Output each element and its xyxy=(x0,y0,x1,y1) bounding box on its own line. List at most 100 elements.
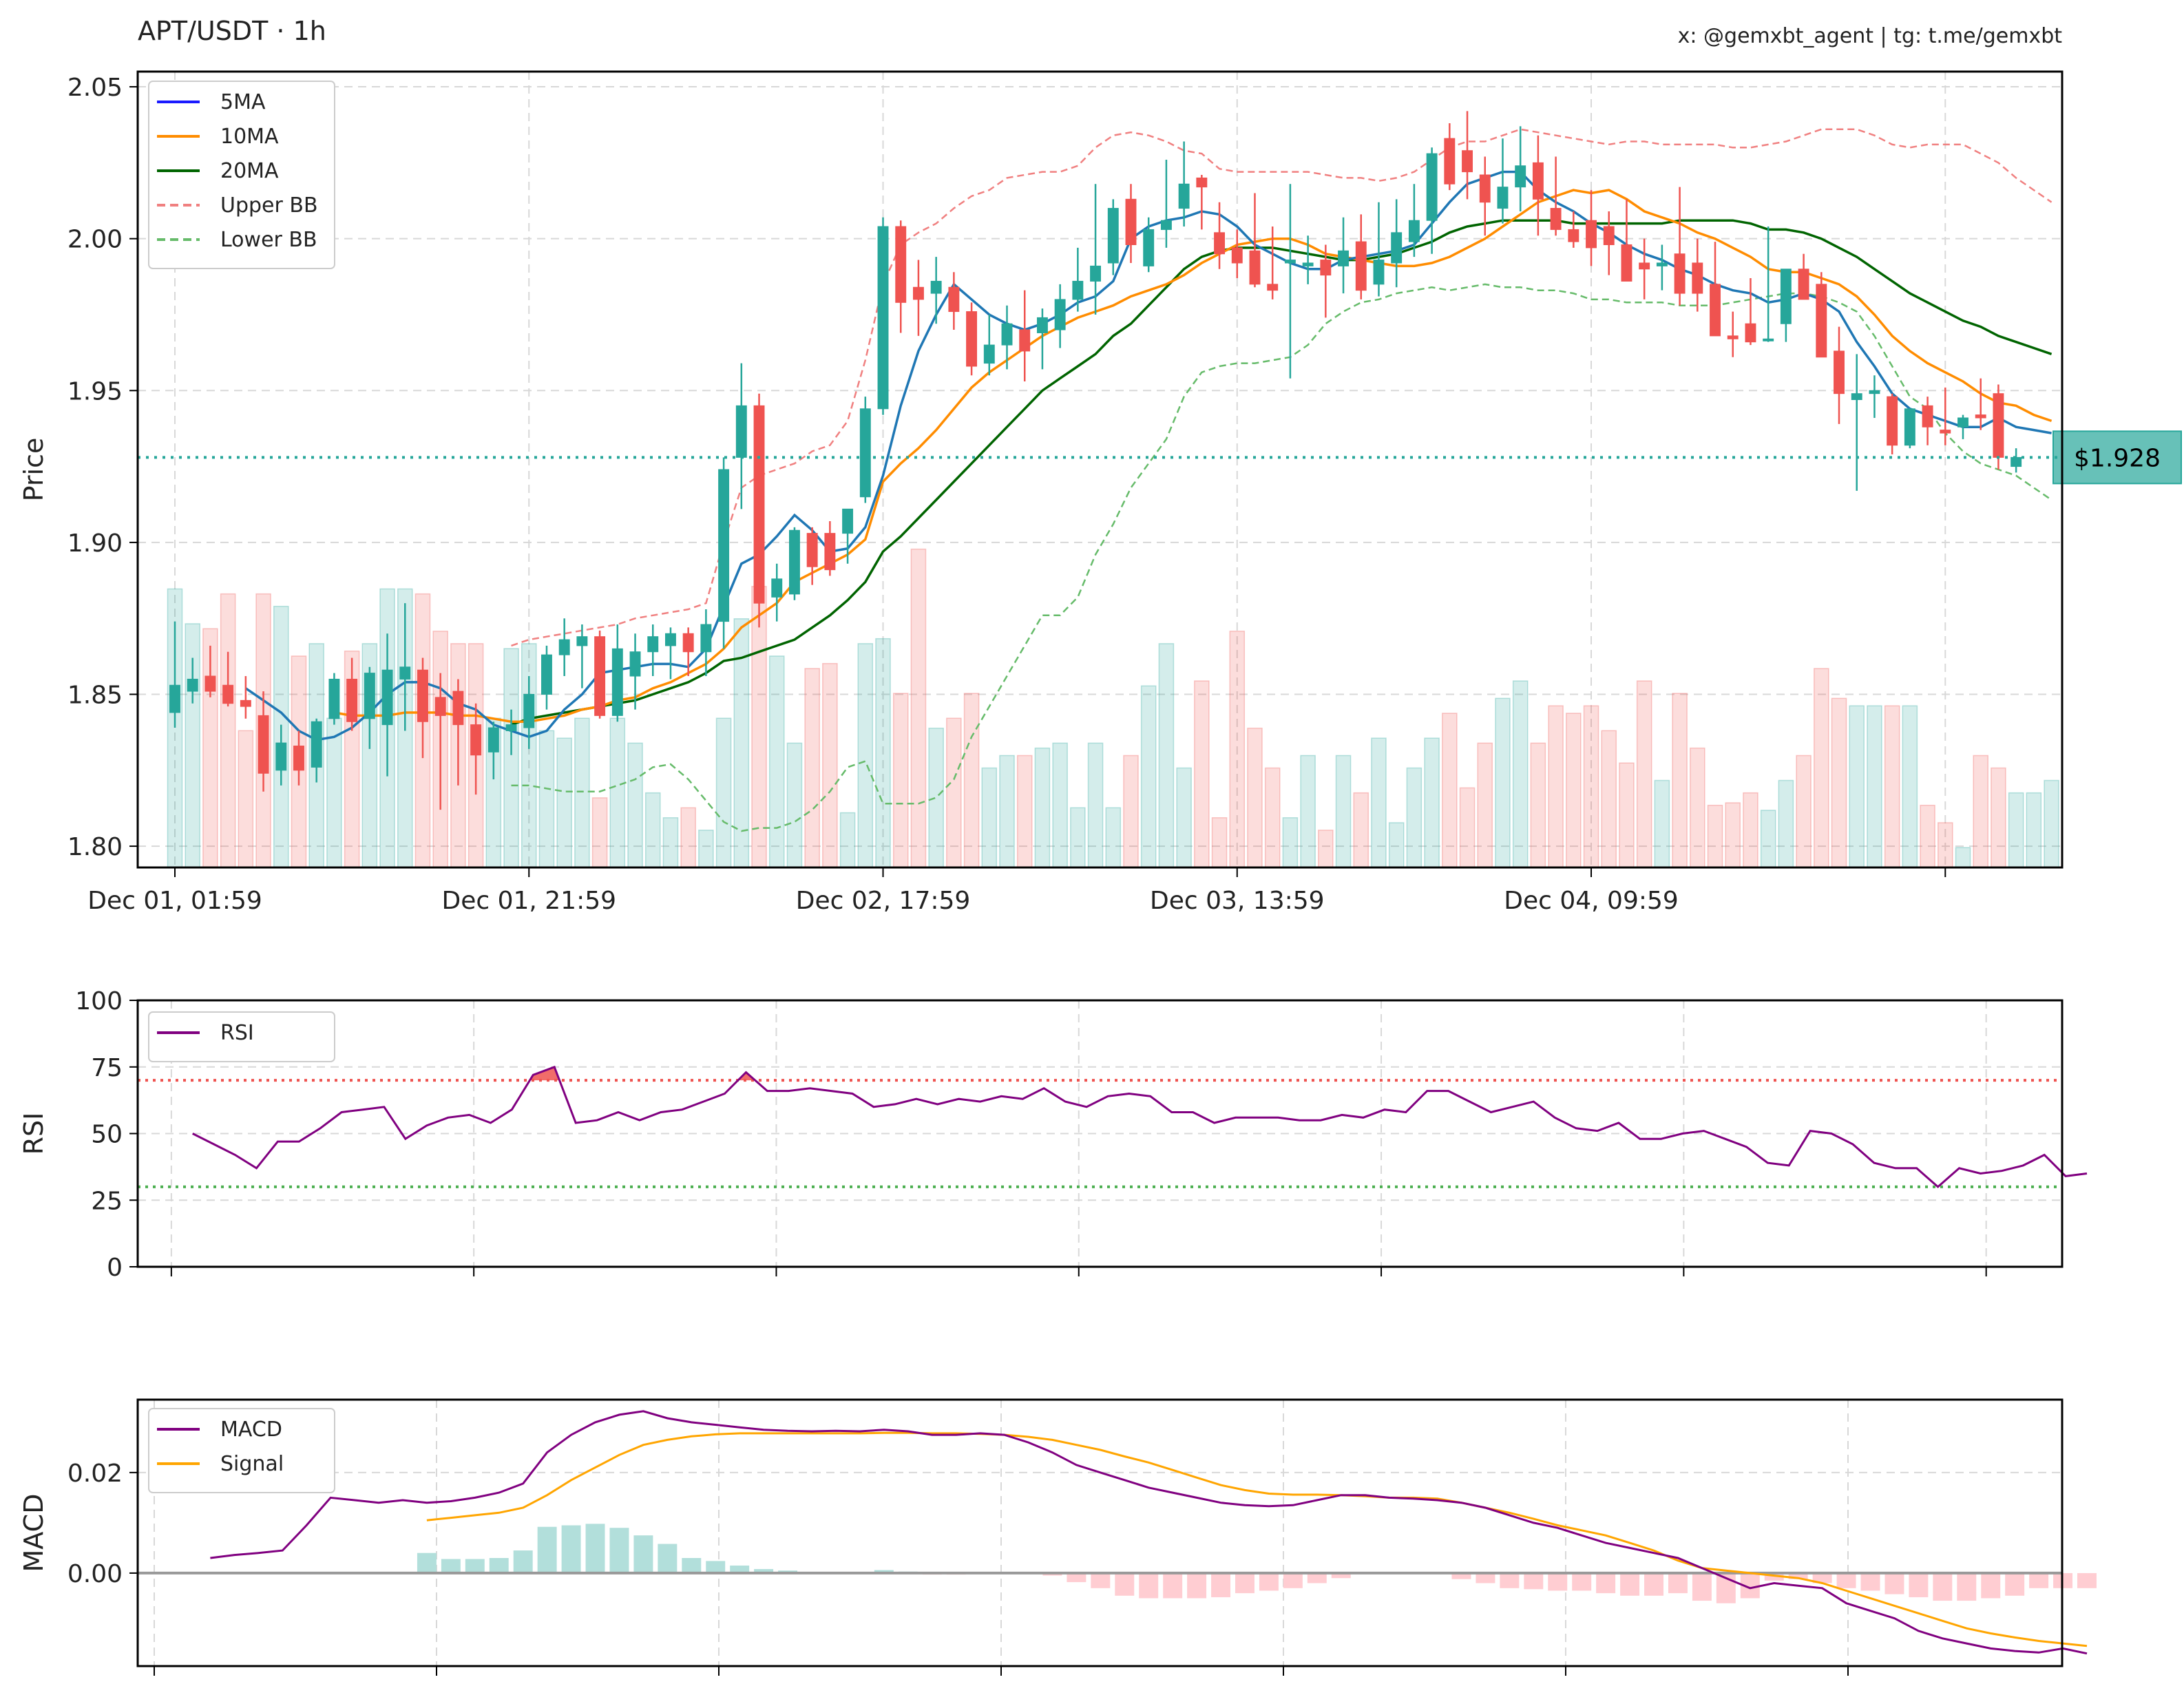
volume-bar xyxy=(1636,680,1652,868)
candle-body xyxy=(1072,280,1084,300)
volume-bar xyxy=(1424,737,1440,868)
candle-body xyxy=(222,684,234,704)
macd-panel: 0.00 0.02 MACD MACD Signal xyxy=(19,1398,2097,1676)
candle-body xyxy=(470,724,482,756)
candle-body xyxy=(1851,393,1862,401)
volume-bar xyxy=(1884,705,1900,868)
candle-body xyxy=(1196,177,1208,188)
rsi-line xyxy=(192,1065,2088,1188)
candle-body xyxy=(983,344,995,364)
macd-histogram-bar xyxy=(1860,1572,1880,1591)
candle-body xyxy=(1798,269,1809,300)
candle-body xyxy=(1090,265,1102,282)
price-xtick-label: Dec 04, 09:59 xyxy=(1504,887,1679,915)
macd-histogram-bar xyxy=(465,1559,485,1573)
price-ytick-label: 2.05 xyxy=(67,74,123,102)
price-ytick-label: 1.95 xyxy=(67,377,123,406)
candle-body xyxy=(1975,414,1986,419)
chart-credit: x: @gemxbt_agent | tg: t.me/gemxbt xyxy=(1678,24,2063,48)
macd-histogram-bar xyxy=(1909,1572,1929,1597)
candle-body xyxy=(311,721,322,768)
volume-bar xyxy=(1282,817,1299,868)
volume-bar xyxy=(1707,804,1723,868)
volume-bar xyxy=(946,717,962,868)
volume-bar xyxy=(627,742,643,868)
macd-histogram-bar xyxy=(1596,1572,1616,1594)
macd-histogram-bar xyxy=(1451,1572,1471,1579)
volume-bar xyxy=(1388,822,1405,868)
volume-bar xyxy=(804,668,820,868)
candle-body xyxy=(1656,262,1668,266)
candle-body xyxy=(204,675,216,692)
volume-bar xyxy=(1140,685,1157,868)
candle-body xyxy=(169,684,180,713)
candle-body xyxy=(1550,208,1562,230)
candle-body xyxy=(1355,241,1367,291)
candle-body xyxy=(1426,153,1438,221)
candle-body xyxy=(1001,323,1013,346)
volume-bar xyxy=(839,812,856,868)
candle-body xyxy=(1178,183,1190,209)
candle-body xyxy=(1692,262,1703,294)
candle-body xyxy=(859,408,871,498)
candle-body xyxy=(1745,323,1756,343)
candle-body xyxy=(1515,165,1526,188)
candle-body xyxy=(1834,350,1845,394)
candle-body xyxy=(417,669,428,722)
candle-body xyxy=(753,405,765,604)
rsi-legend-label: RSI xyxy=(220,1021,254,1045)
price-xtick-label: Dec 02, 17:59 xyxy=(796,887,971,915)
candle-body xyxy=(1444,138,1456,185)
volume-bar xyxy=(1778,779,1794,868)
volume-bar xyxy=(1512,680,1529,868)
macd-histogram-bar xyxy=(1211,1572,1231,1597)
candle-body xyxy=(1922,405,1933,428)
rsi-ytick-label: 25 xyxy=(91,1187,123,1215)
candle-body xyxy=(1904,408,1915,446)
candle-body xyxy=(328,678,340,719)
candle-body xyxy=(399,666,411,680)
volume-bar xyxy=(1105,807,1122,868)
volume-bar xyxy=(662,817,679,868)
candle-body xyxy=(487,727,499,752)
candle-body xyxy=(1107,208,1119,264)
volume-bar xyxy=(538,730,555,868)
candle-body xyxy=(1674,253,1686,294)
macd-histogram-bar xyxy=(1476,1572,1495,1583)
candle-body xyxy=(1054,299,1066,330)
price-legend-label: 20MA xyxy=(220,159,279,183)
macd-ytick-label: 0.00 xyxy=(67,1560,123,1588)
volume-bar xyxy=(1583,705,1599,868)
price-ytick-label: 1.90 xyxy=(67,529,123,558)
candle-body xyxy=(1621,244,1632,282)
candle-body xyxy=(346,678,358,722)
macd-histogram-bar xyxy=(585,1524,605,1573)
volume-bar xyxy=(556,737,572,868)
candle-body xyxy=(1302,262,1314,266)
macd-histogram-bar xyxy=(1235,1572,1254,1594)
macd-histogram-bar xyxy=(633,1535,653,1573)
candle-body xyxy=(1763,338,1774,341)
macd-histogram-bar xyxy=(1524,1572,1544,1590)
price-axis-label: Price xyxy=(19,438,49,502)
volume-bar xyxy=(1211,817,1228,868)
candle-body xyxy=(682,633,694,653)
volume-bar xyxy=(503,648,519,868)
candle-body xyxy=(240,699,251,707)
price-panel: 1.80 1.85 1.90 1.95 2.00 2.05 $1.928 Dec 01, 01… xyxy=(19,70,2182,915)
volume-bar xyxy=(1743,792,1758,868)
candle-body xyxy=(877,226,889,410)
volume-bar xyxy=(1955,847,1971,868)
rsi-ytick-label: 75 xyxy=(91,1054,123,1082)
candle-body xyxy=(541,654,552,695)
volume-bar xyxy=(591,797,608,868)
macd-histogram-bar xyxy=(1644,1572,1663,1596)
volume-bar xyxy=(1406,767,1422,868)
candle-body xyxy=(647,636,659,653)
candle-body xyxy=(1019,329,1031,352)
macd-histogram-bar xyxy=(754,1569,774,1573)
ma10-line xyxy=(334,189,2052,723)
candle-body xyxy=(452,691,464,726)
candle-body xyxy=(275,742,287,771)
candle-body xyxy=(258,715,269,774)
